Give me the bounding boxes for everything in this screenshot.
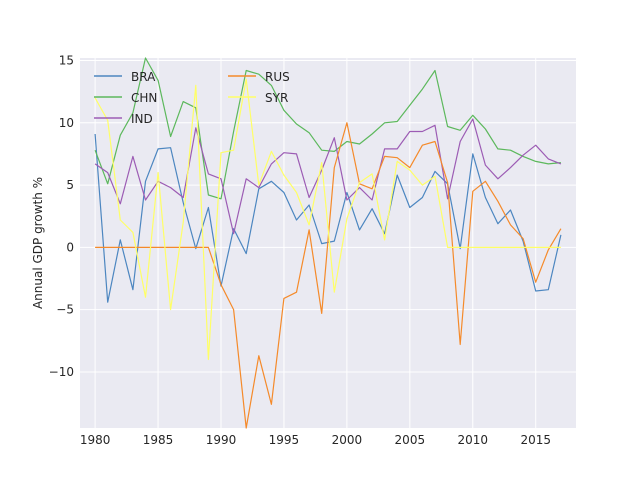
x-tick-label: 1980 xyxy=(80,433,111,447)
x-tick-label: 2005 xyxy=(395,433,426,447)
x-tick-label: 1990 xyxy=(206,433,237,447)
series-line-syr xyxy=(94,78,561,361)
y-tick-label: 0 xyxy=(66,240,74,254)
x-tick-label: 1985 xyxy=(143,433,174,447)
x-tick-label: 2015 xyxy=(520,433,551,447)
x-tick-label: 1995 xyxy=(269,433,300,447)
y-tick-label: −10 xyxy=(49,365,74,379)
legend: BRA CHN IND RUS SYR xyxy=(94,70,290,126)
series-line-rus xyxy=(95,122,562,429)
series-lines xyxy=(94,57,562,429)
legend-label-rus: RUS xyxy=(265,70,290,84)
y-tick-label: 15 xyxy=(59,53,74,67)
series-line-chn xyxy=(94,57,561,200)
series-line-ind xyxy=(94,118,562,235)
legend-label-syr: SYR xyxy=(265,91,288,105)
legend-label-chn: CHN xyxy=(131,91,157,105)
y-tick-label: 5 xyxy=(66,178,74,192)
y-tick-labels: −10 −5 0 5 10 15 xyxy=(49,53,74,378)
x-tick-label: 2010 xyxy=(457,433,488,447)
x-tick-label: 2000 xyxy=(332,433,363,447)
x-tick-labels: 1980 1985 1990 1995 2000 2005 2010 2015 xyxy=(80,433,551,447)
legend-label-bra: BRA xyxy=(131,70,156,84)
y-axis-label: Annual GDP growth % xyxy=(31,177,45,309)
y-tick-label: −5 xyxy=(56,303,74,317)
y-tick-label: 10 xyxy=(59,116,74,130)
legend-label-ind: IND xyxy=(131,112,153,126)
